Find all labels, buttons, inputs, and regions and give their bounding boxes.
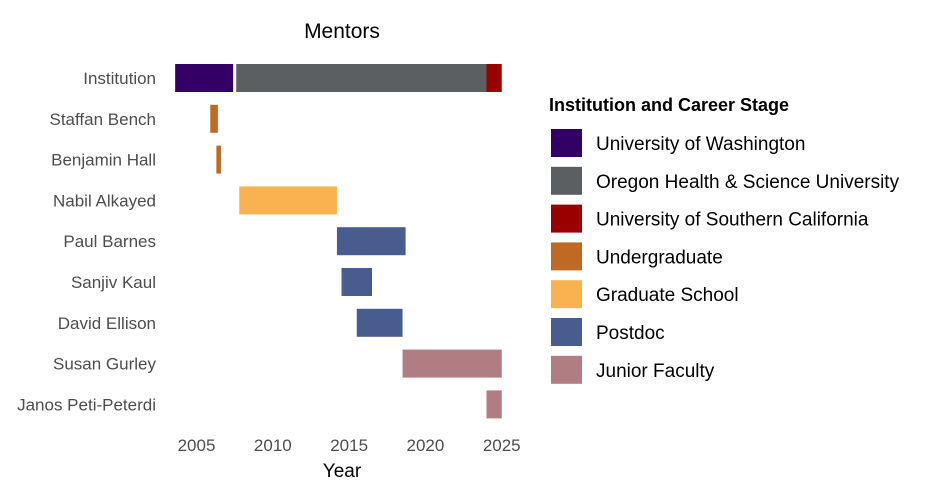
legend-label-postdoc: Postdoc <box>596 323 665 344</box>
legend: Institution and Career Stage University … <box>549 95 900 384</box>
plot-bars <box>175 64 502 419</box>
y-axis-labels: Institution Staffan Bench Benjamin Hall Nab… <box>17 69 156 414</box>
legend-label-undergraduate: Undergraduate <box>596 247 723 268</box>
x-axis-ticks: 2005 2010 2015 2020 2025 <box>178 436 521 455</box>
legend-key-university-of-washington <box>551 129 582 157</box>
x-tick-label-2005: 2005 <box>178 436 216 455</box>
x-tick-label-2025: 2025 <box>483 436 521 455</box>
legend-label-graduate-school: Graduate School <box>596 285 739 306</box>
x-tick-label-2015: 2015 <box>330 436 368 455</box>
y-tick-label-susan-gurley: Susan Gurley <box>53 355 156 374</box>
bar-institution-university-of-southern-california <box>486 64 502 92</box>
bar-janos-peti-peterdi-junior-faculty <box>486 390 502 419</box>
legend-label-junior-faculty: Junior Faculty <box>596 361 715 382</box>
legend-label-oregon-health-science-university: Oregon Health & Science University <box>596 172 900 193</box>
bar-institution-oregon-health-science-university <box>236 64 487 92</box>
y-tick-label-institution: Institution <box>83 69 156 88</box>
legend-label-university-of-washington: University of Washington <box>596 134 805 155</box>
legend-key-undergraduate <box>551 242 582 271</box>
y-tick-label-janos-peti-peterdi: Janos Peti-Peterdi <box>17 395 156 414</box>
y-tick-label-sanjiv-kaul: Sanjiv Kaul <box>71 273 156 292</box>
y-tick-label-staffan-bench: Staffan Bench <box>50 110 157 129</box>
x-tick-label-2020: 2020 <box>407 436 445 455</box>
x-axis-label: Year <box>323 461 362 482</box>
y-tick-label-benjamin-hall: Benjamin Hall <box>51 151 156 170</box>
chart-title: Mentors <box>304 20 380 43</box>
legend-key-oregon-health-science-university <box>551 166 582 195</box>
legend-label-university-of-southern-california: University of Southern California <box>596 210 869 231</box>
y-tick-label-david-ellison: David Ellison <box>58 314 156 333</box>
y-tick-label-nabil-alkayed: Nabil Alkayed <box>53 191 156 210</box>
bar-nabil-alkayed-graduate-school <box>239 186 337 215</box>
legend-key-postdoc <box>551 318 582 346</box>
bar-sanjiv-kaul-postdoc <box>341 268 373 296</box>
y-tick-label-paul-barnes: Paul Barnes <box>63 232 156 251</box>
x-tick-label-2010: 2010 <box>254 436 292 455</box>
legend-key-graduate-school <box>551 280 582 309</box>
bar-susan-gurley-junior-faculty <box>402 349 502 378</box>
legend-key-university-of-southern-california <box>551 204 582 233</box>
bar-staffan-bench-undergraduate <box>210 104 218 133</box>
legend-key-junior-faculty <box>551 355 582 384</box>
bar-david-ellison-postdoc <box>356 308 403 337</box>
bar-paul-barnes-postdoc <box>336 227 406 256</box>
bar-benjamin-hall-undergraduate <box>216 145 221 174</box>
bar-institution-university-of-washington <box>175 64 234 92</box>
legend-title: Institution and Career Stage <box>549 95 789 115</box>
